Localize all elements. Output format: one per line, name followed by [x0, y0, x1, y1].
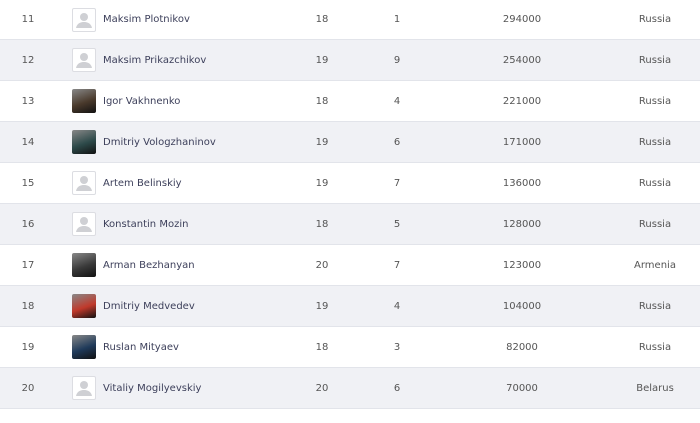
table-row[interactable]: 19 Ruslan Mityaev 18 3 82000 Russia — [0, 327, 700, 368]
avatar — [72, 335, 96, 359]
country: Russia — [638, 300, 672, 312]
value: 294000 — [502, 14, 542, 25]
player-name-link[interactable]: Artem Belinskiy — [103, 177, 182, 189]
rank: 16 — [21, 218, 35, 230]
player-name-link[interactable]: Arman Bezhanyan — [103, 259, 195, 271]
table-row[interactable]: 12 Maksim Prikazchikov 19 9 254000 Russia — [0, 40, 700, 81]
player-name-link[interactable]: Konstantin Mozin — [103, 218, 189, 230]
count: 4 — [393, 95, 401, 107]
country: Belarus — [636, 382, 674, 394]
value: 104000 — [502, 300, 542, 312]
age: 19 — [315, 177, 329, 189]
rank: 20 — [21, 382, 35, 394]
country: Russia — [638, 136, 672, 148]
count: 3 — [393, 341, 401, 353]
age: 20 — [315, 259, 329, 271]
player-name-link[interactable]: Igor Vakhnenko — [103, 95, 181, 107]
player-name-link[interactable]: Maksim Prikazchikov — [103, 54, 207, 66]
player-name-link[interactable]: Dmitriy Medvedev — [103, 300, 195, 312]
country: Russia — [638, 14, 672, 25]
value: 82000 — [506, 341, 538, 353]
table-row[interactable]: 20 Vitaliy Mogilyevskiy 20 6 70000 Belarus — [0, 368, 700, 409]
age: 18 — [315, 218, 329, 230]
count: 9 — [393, 54, 401, 66]
avatar — [72, 89, 96, 113]
table-row[interactable]: 17 Arman Bezhanyan 20 7 123000 Armenia — [0, 245, 700, 286]
value: 70000 — [506, 382, 538, 394]
country: Russia — [638, 95, 672, 107]
table-row[interactable]: 14 Dmitriy Vologzhaninov 19 6 171000 Russia — [0, 122, 700, 163]
player-name-link[interactable]: Ruslan Mityaev — [103, 341, 179, 353]
players-table: 11 Maksim Plotnikov 18 1 294000 Russia 12 Maksi… — [0, 0, 700, 409]
count: 6 — [393, 136, 401, 148]
age: 19 — [315, 300, 329, 312]
age: 18 — [315, 95, 329, 107]
age: 19 — [315, 136, 329, 148]
age: 18 — [315, 341, 329, 353]
age: 19 — [315, 54, 329, 66]
country: Russia — [638, 218, 672, 230]
rank: 15 — [21, 177, 35, 189]
rank: 19 — [21, 341, 35, 353]
avatar-placeholder-icon — [72, 376, 96, 400]
avatar — [72, 130, 96, 154]
value: 136000 — [502, 177, 542, 189]
rank: 11 — [21, 14, 35, 25]
avatar — [72, 294, 96, 318]
country: Russia — [638, 177, 672, 189]
rank: 13 — [21, 95, 35, 107]
value: 221000 — [502, 95, 542, 107]
avatar — [72, 253, 96, 277]
rank: 14 — [21, 136, 35, 148]
player-name-link[interactable]: Maksim Plotnikov — [103, 14, 190, 25]
table-row[interactable]: 15 Artem Belinskiy 19 7 136000 Russia — [0, 163, 700, 204]
rank: 18 — [21, 300, 35, 312]
count: 7 — [393, 259, 401, 271]
rank: 12 — [21, 54, 35, 66]
count: 6 — [393, 382, 401, 394]
count: 4 — [393, 300, 401, 312]
country: Russia — [638, 54, 672, 66]
count: 5 — [393, 218, 401, 230]
avatar-placeholder-icon — [72, 48, 96, 72]
age: 18 — [315, 14, 329, 25]
table-row[interactable]: 16 Konstantin Mozin 18 5 128000 Russia — [0, 204, 700, 245]
player-name-link[interactable]: Vitaliy Mogilyevskiy — [103, 382, 202, 394]
avatar-placeholder-icon — [72, 171, 96, 195]
country: Armenia — [634, 259, 676, 271]
count: 7 — [393, 177, 401, 189]
avatar-placeholder-icon — [72, 7, 96, 32]
value: 123000 — [502, 259, 542, 271]
country: Russia — [638, 341, 672, 353]
age: 20 — [315, 382, 329, 394]
table-row[interactable]: 18 Dmitriy Medvedev 19 4 104000 Russia — [0, 286, 700, 327]
count: 1 — [393, 14, 401, 25]
table-row[interactable]: 13 Igor Vakhnenko 18 4 221000 Russia — [0, 81, 700, 122]
avatar-placeholder-icon — [72, 212, 96, 236]
rank: 17 — [21, 259, 35, 271]
value: 254000 — [502, 54, 542, 66]
value: 128000 — [502, 218, 542, 230]
player-name-link[interactable]: Dmitriy Vologzhaninov — [103, 136, 216, 148]
table-row[interactable]: 11 Maksim Plotnikov 18 1 294000 Russia — [0, 0, 700, 40]
value: 171000 — [502, 136, 542, 148]
